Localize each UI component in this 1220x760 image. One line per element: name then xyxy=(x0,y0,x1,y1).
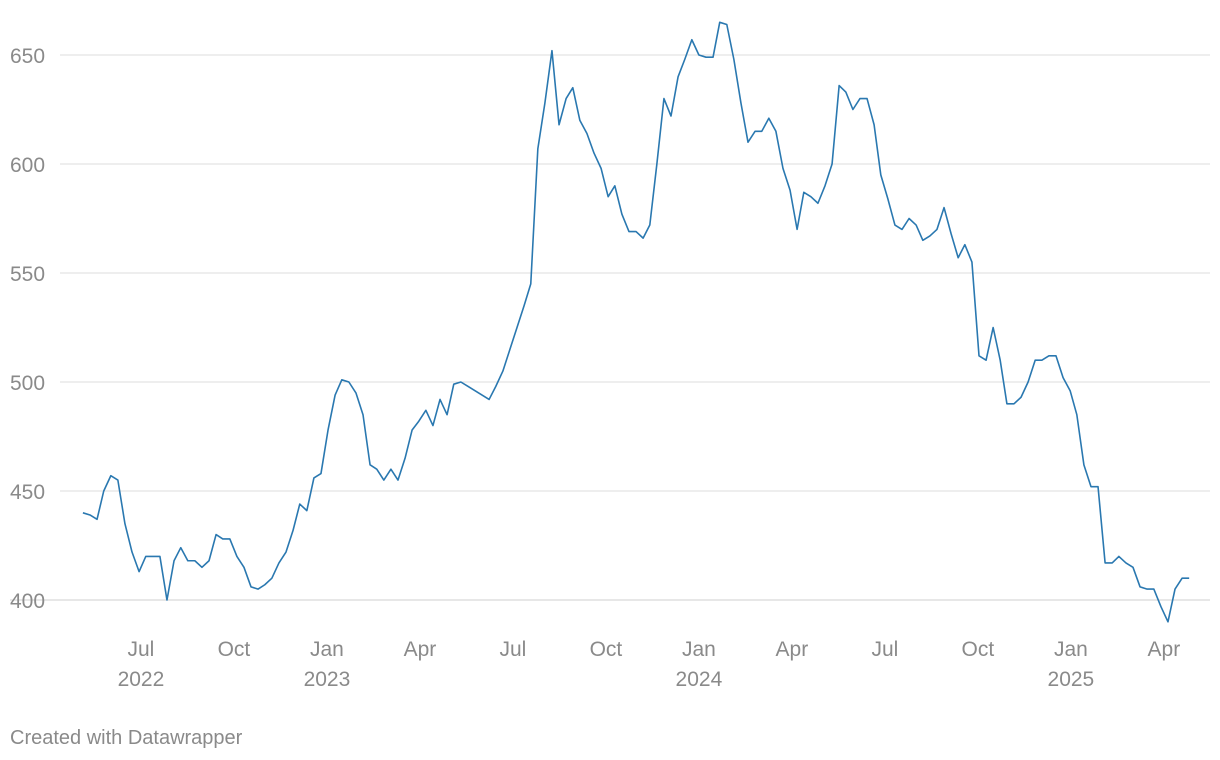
x-tick-label: Jan 2023 xyxy=(304,638,351,691)
y-tick-label: 400 xyxy=(10,590,45,613)
x-tick-label: Jul xyxy=(499,638,526,661)
y-tick-label: 500 xyxy=(10,372,45,395)
line xyxy=(82,21,1190,623)
x-tick-label: Jul xyxy=(871,638,898,661)
credit: Created with Datawrapper xyxy=(10,727,243,749)
y-tick-label: 450 xyxy=(10,481,45,504)
y-tick-label: 550 xyxy=(10,263,45,286)
y-tick-label: 650 xyxy=(10,45,45,68)
x-tick-label: Apr xyxy=(1148,638,1181,661)
x-tick-label: Oct xyxy=(218,638,251,661)
x-tick-label: Oct xyxy=(590,638,623,661)
x-tick-label: Apr xyxy=(776,638,809,661)
x-tick-label: Oct xyxy=(962,638,995,661)
x-tick-label: Jan 2024 xyxy=(676,638,723,691)
x-tick-label: Apr xyxy=(404,638,437,661)
y-tick-label: 600 xyxy=(10,154,45,177)
x-tick-label: Jan 2025 xyxy=(1048,638,1095,691)
x-tick-label: Jul 2022 xyxy=(118,638,165,691)
